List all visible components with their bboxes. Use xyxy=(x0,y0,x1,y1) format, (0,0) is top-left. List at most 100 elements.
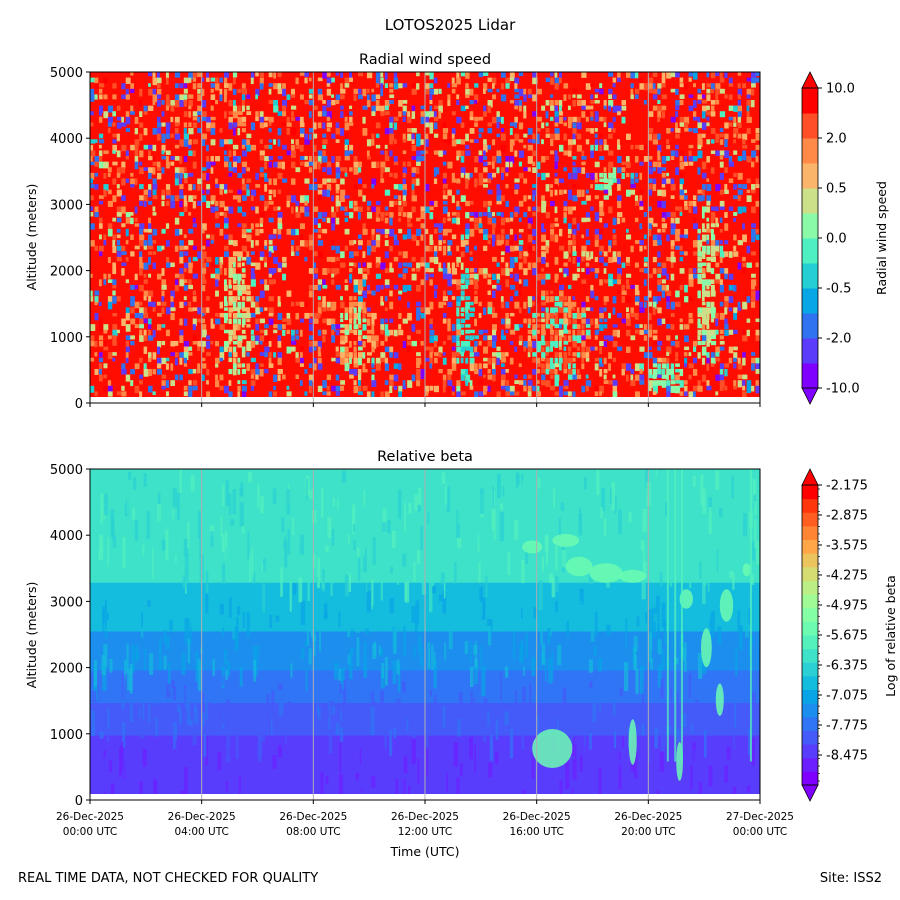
colorbar-max-extend xyxy=(801,71,819,89)
panel1-y-axis: 0 1000 2000 3000 4000 5000 xyxy=(50,66,90,412)
colorbar-min-extend xyxy=(801,784,819,802)
colorbar-segment xyxy=(802,621,818,636)
colorbar-tick-label: 0.5 xyxy=(826,182,847,197)
x-tick-date: 26-Dec-2025 xyxy=(168,811,236,823)
colorbar-tick-label: -8.475 xyxy=(826,749,868,764)
colorbar-segment xyxy=(802,553,818,568)
figure-suptitle: LOTOS2025 Lidar xyxy=(385,16,516,34)
colorbar-segment xyxy=(802,485,818,500)
x-tick-time: 08:00 UTC xyxy=(286,826,340,838)
colorbar-segment xyxy=(802,138,818,164)
x-tick-date: 26-Dec-2025 xyxy=(279,811,347,823)
colorbar2-label: Log of relative beta xyxy=(883,575,898,697)
colorbar-tick-label: -6.375 xyxy=(826,659,868,674)
panel2-xlabel: Time (UTC) xyxy=(389,844,459,859)
colorbar-segment xyxy=(802,363,818,389)
y-tick-label: 5000 xyxy=(50,66,83,81)
y-tick-label: 4000 xyxy=(50,132,83,147)
colorbar-min-extend xyxy=(801,387,819,405)
colorbar-segment xyxy=(802,213,818,239)
colorbar-tick-label: -2.0 xyxy=(826,332,851,347)
colorbar-segment xyxy=(802,662,818,677)
colorbar-segment xyxy=(802,338,818,364)
colorbar-segment xyxy=(802,635,818,650)
panel2-x-axis: 26-Dec-2025 00:00 UTC 26-Dec-2025 04:00 UTC… xyxy=(56,800,794,838)
colorbar-segment xyxy=(802,525,818,541)
x-tick-time: 20:00 UTC xyxy=(621,826,675,838)
y-tick-label: 2000 xyxy=(50,662,83,677)
colorbar-segment xyxy=(802,163,818,189)
colorbar-segment xyxy=(802,288,818,314)
y-tick-label: 3000 xyxy=(50,595,83,610)
colorbar-segment xyxy=(802,113,818,139)
panel1-title: Radial wind speed xyxy=(359,52,491,68)
colorbar-segment xyxy=(802,689,818,704)
colorbar-segment xyxy=(802,648,818,663)
colorbar-segment xyxy=(802,703,818,718)
panel2-ylabel: Altitude (meters) xyxy=(24,582,39,689)
panel2-colorbar: -2.175 -2.875 -3.575 -4.275 -4.975 -5.675 -6.3… xyxy=(801,468,868,802)
y-tick-label: 1000 xyxy=(50,728,83,743)
x-tick-date: 26-Dec-2025 xyxy=(503,811,571,823)
colorbar-tick-label: -7.075 xyxy=(826,689,868,704)
colorbar-tick-label: -4.275 xyxy=(826,569,868,584)
colorbar-tick-label: -0.5 xyxy=(826,282,851,297)
footer-site: Site: ISS2 xyxy=(820,871,882,886)
x-tick-date: 26-Dec-2025 xyxy=(56,811,124,823)
y-tick-label: 4000 xyxy=(50,529,83,544)
y-tick-label: 0 xyxy=(75,794,83,809)
colorbar1-label: Radial wind speed xyxy=(874,181,889,295)
x-tick-date: 27-Dec-2025 xyxy=(726,811,794,823)
x-tick-time: 00:00 UTC xyxy=(63,826,117,838)
colorbar-segment xyxy=(802,580,818,595)
colorbar-segment xyxy=(802,512,818,527)
colorbar-tick-label: -3.575 xyxy=(826,539,868,554)
footer-disclaimer: REAL TIME DATA, NOT CHECKED FOR QUALITY xyxy=(18,871,318,886)
colorbar-segment xyxy=(802,498,818,513)
y-tick-label: 2000 xyxy=(50,265,83,280)
colorbar-segment xyxy=(802,675,818,691)
panel2-y-axis: 0 1000 2000 3000 4000 5000 xyxy=(50,463,90,809)
x-tick-time: 04:00 UTC xyxy=(174,826,228,838)
colorbar-segment xyxy=(802,263,818,289)
x-tick-date: 26-Dec-2025 xyxy=(614,811,682,823)
y-tick-label: 0 xyxy=(75,397,83,412)
x-tick-time: 16:00 UTC xyxy=(509,826,563,838)
colorbar-segment xyxy=(802,539,818,554)
panel2-title: Relative beta xyxy=(377,449,473,465)
colorbar-segment xyxy=(802,744,818,759)
colorbar-segment xyxy=(802,607,818,622)
colorbar-tick-label: -4.975 xyxy=(826,599,868,614)
colorbar-tick-label: -5.675 xyxy=(826,629,868,644)
colorbar-tick-label: 2.0 xyxy=(826,132,847,147)
colorbar-tick-label: 10.0 xyxy=(826,82,855,97)
colorbar-segment xyxy=(802,566,818,581)
colorbar-segment xyxy=(802,730,818,745)
colorbar-tick-label: -10.0 xyxy=(826,382,860,397)
colorbar-tick-label: -2.175 xyxy=(826,479,868,494)
colorbar-segment xyxy=(802,594,818,609)
colorbar-segment xyxy=(802,757,818,772)
panel2-gridlines xyxy=(201,469,649,800)
colorbar-segment xyxy=(802,238,818,264)
y-tick-label: 5000 xyxy=(50,463,83,478)
y-tick-label: 3000 xyxy=(50,198,83,213)
colorbar-segment xyxy=(802,716,818,731)
colorbar-max-extend xyxy=(801,468,819,486)
panel1-colorbar: 10.0 2.0 0.5 0.0 -0.5 -2.0 -10.0 xyxy=(801,71,860,405)
colorbar-tick-label: -2.875 xyxy=(826,509,868,524)
colorbar-segment xyxy=(802,771,818,786)
y-tick-label: 1000 xyxy=(50,331,83,346)
panel1-ylabel: Altitude (meters) xyxy=(24,184,39,291)
colorbar-tick-label: 0.0 xyxy=(826,232,847,247)
panel1-gridlines xyxy=(201,72,649,403)
colorbar-segment xyxy=(802,88,818,114)
x-tick-time: 12:00 UTC xyxy=(398,826,452,838)
colorbar-segment xyxy=(802,313,818,339)
relative-beta-heatmap xyxy=(90,469,760,800)
panel1-x-axis xyxy=(89,403,761,407)
colorbar-segment xyxy=(802,188,818,214)
x-tick-time: 00:00 UTC xyxy=(733,826,787,838)
x-tick-date: 26-Dec-2025 xyxy=(391,811,459,823)
